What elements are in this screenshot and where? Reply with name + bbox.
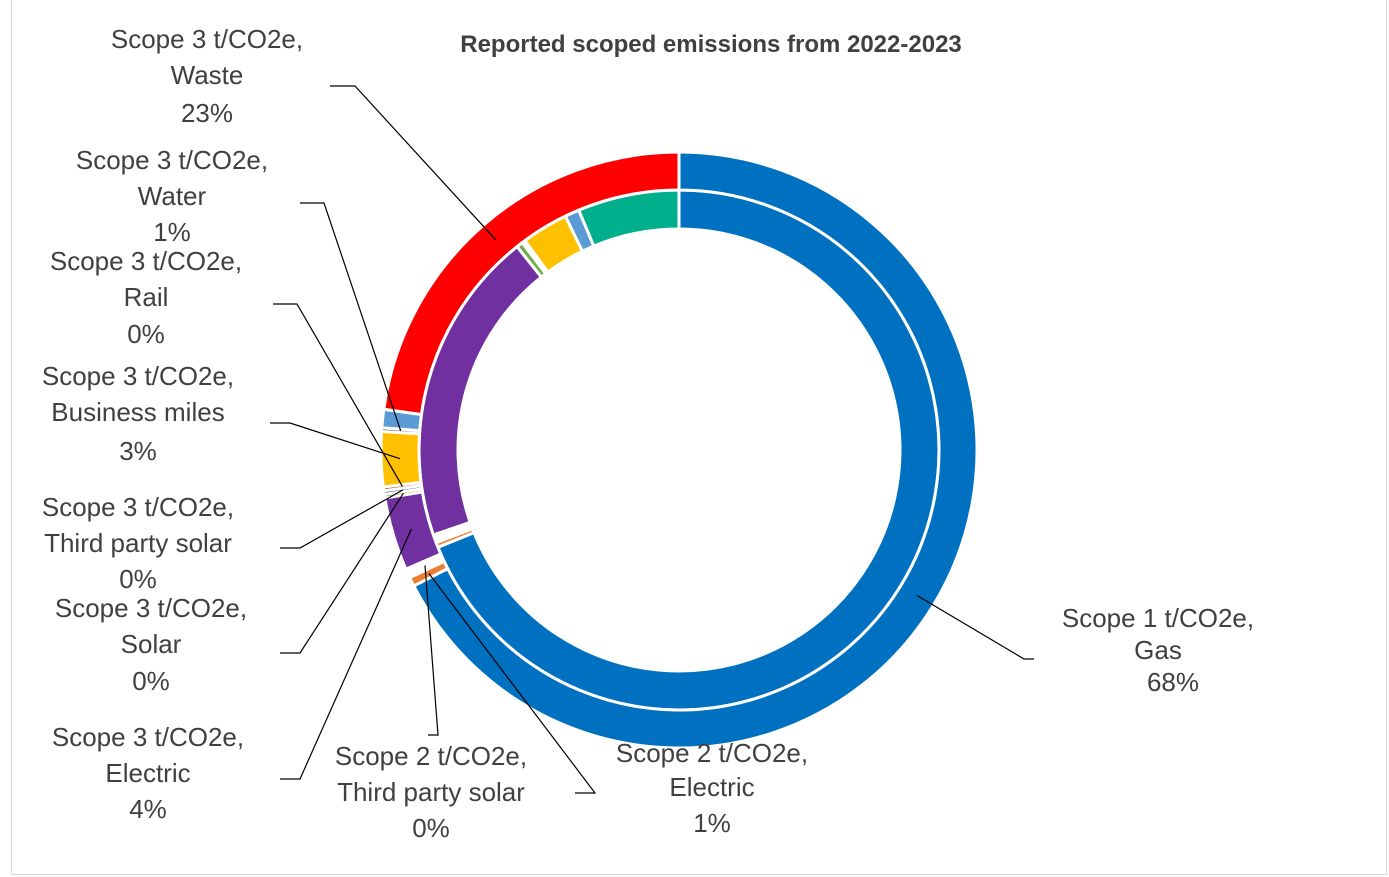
data-label-percent: 3% [119,436,157,466]
data-label-percent: 68% [1147,667,1199,697]
data-label-category: Third party solar [337,777,525,807]
data-label-percent: 4% [129,794,167,824]
leader-line [280,489,404,549]
leader-line [330,85,497,241]
data-label-category: Scope 3 t/CO2e, [111,24,303,54]
data-label-percent: 0% [412,813,450,843]
data-label-percent: 23% [181,98,233,128]
leader-line [270,422,401,460]
data-label-category: Scope 3 t/CO2e, [42,492,234,522]
data-label-percent: 1% [153,217,191,247]
data-label-category: Electric [669,772,754,802]
data-label-category: Water [138,181,207,211]
outer-ring-segment [382,150,681,416]
data-label-category: Scope 3 t/CO2e, [55,593,247,623]
data-label-category: Gas [1134,635,1182,665]
data-label-percent: 0% [132,666,170,696]
data-label-category: Rail [124,282,169,312]
outer-ring-segment [412,150,979,750]
leader-line [424,565,439,736]
data-label-category: Scope 3 t/CO2e, [76,145,268,175]
leader-line [428,573,597,794]
data-label-category: Solar [121,629,182,659]
data-label-category: Waste [171,60,244,90]
chart-title: Reported scoped emissions from 2022-2023 [460,31,962,58]
data-label-percent: 0% [127,319,165,349]
data-label-percent: 0% [119,564,157,594]
leader-line [280,528,412,780]
data-label-category: Scope 3 t/CO2e, [52,722,244,752]
leader-line [273,303,403,487]
leader-line [916,594,1034,660]
data-label-category: Scope 2 t/CO2e, [335,741,527,771]
data-label-category: Business miles [51,397,224,427]
data-label-category: Electric [105,758,190,788]
data-label-percent: 1% [693,808,731,838]
data-label-category: Scope 1 t/CO2e, [1062,603,1254,633]
leader-line [280,492,404,654]
data-label-category: Scope 3 t/CO2e, [50,246,242,276]
data-label-category: Scope 3 t/CO2e, [42,361,234,391]
data-label-category: Third party solar [44,528,232,558]
leader-line [300,202,402,432]
data-label-category: Scope 2 t/CO2e, [616,738,808,768]
